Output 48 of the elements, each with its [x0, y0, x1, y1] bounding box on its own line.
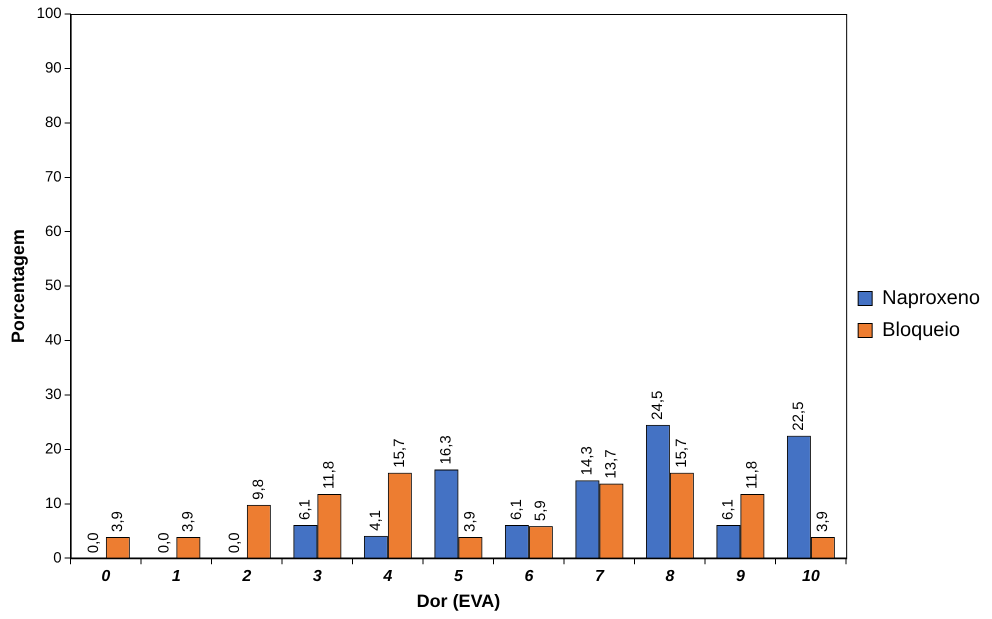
x-tick-label: 1 [172, 568, 181, 586]
data-label: 15,7 [391, 438, 408, 468]
data-label: 6,1 [296, 499, 314, 520]
x-tick-label: 5 [454, 568, 464, 586]
data-label: 11,8 [320, 460, 338, 489]
data-label: 0,0 [156, 532, 173, 554]
x-tick-label: 9 [736, 568, 745, 586]
x-tick-label: 6 [524, 568, 534, 586]
data-label: 11,8 [744, 460, 761, 489]
x-tick-label: 0 [101, 568, 110, 586]
y-tick-label: 10 [44, 494, 62, 512]
data-label: 15,7 [673, 438, 690, 468]
y-tick-label: 0 [53, 549, 62, 566]
data-label: 24,5 [649, 390, 666, 420]
data-label: 22,5 [790, 402, 808, 431]
y-tick-label: 30 [44, 386, 62, 404]
y-tick-label: 60 [44, 222, 62, 240]
data-label: 0,0 [226, 532, 244, 554]
x-tick-label: 8 [665, 568, 674, 586]
x-tick-label: 3 [312, 568, 322, 586]
data-label: 16,3 [438, 435, 455, 464]
legend-label: Naproxeno [882, 287, 980, 310]
data-label: 4,1 [367, 510, 384, 531]
data-label: 3,9 [180, 511, 197, 532]
x-tick-label: 2 [241, 568, 252, 586]
data-label: 9,8 [250, 479, 268, 500]
y-tick-label: 80 [44, 114, 62, 131]
data-label: 0,0 [85, 532, 102, 554]
y-axis-title: Porcentagem [8, 229, 28, 344]
data-label: 14,3 [578, 446, 596, 476]
x-tick-label: 10 [802, 568, 820, 586]
data-label: 3,9 [462, 511, 479, 532]
data-label: 5,9 [532, 500, 550, 522]
x-axis-title: Dor (EVA) [416, 591, 500, 612]
y-tick-label: 50 [44, 277, 62, 294]
data-label: 6,1 [508, 499, 526, 520]
x-tick-label: 7 [594, 568, 605, 586]
data-label: 3,9 [109, 511, 126, 532]
y-tick-label: 40 [44, 332, 62, 349]
y-tick-label: 70 [44, 168, 62, 186]
x-tick-label: 4 [382, 568, 392, 586]
data-label: 3,9 [814, 511, 832, 532]
legend-label: Bloqueio [882, 319, 960, 342]
y-tick-label: 90 [44, 60, 62, 77]
data-label: 6,1 [720, 499, 737, 520]
y-tick-label: 20 [44, 440, 62, 458]
y-tick-label: 100 [36, 5, 62, 22]
data-label: 13,7 [602, 449, 620, 479]
